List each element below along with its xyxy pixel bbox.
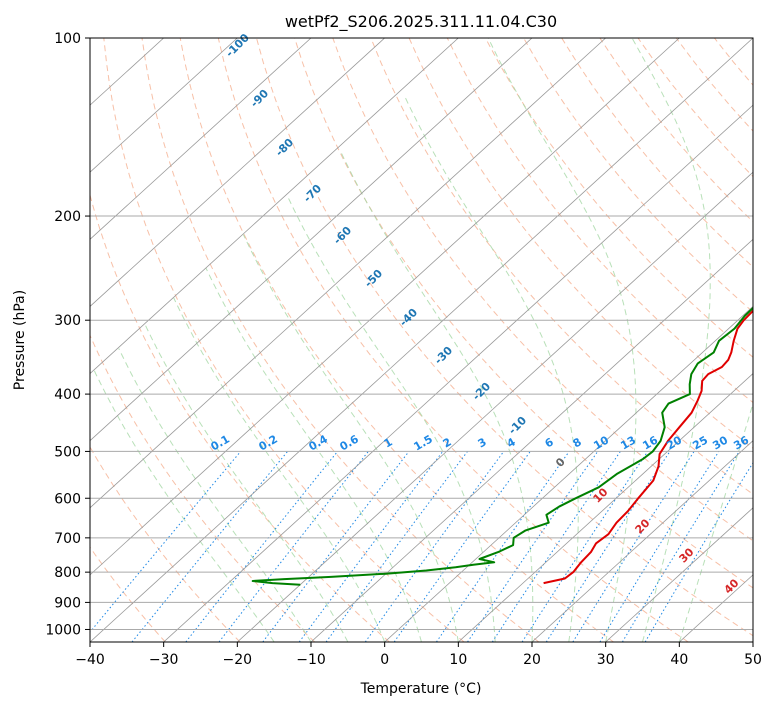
x-tick-label: 30	[597, 652, 615, 668]
isotherm	[90, 38, 312, 240]
moist-adiabat	[339, 150, 534, 642]
dry-adiabat	[294, 38, 753, 589]
dry-adiabat	[256, 38, 753, 637]
y-tick-label: 500	[54, 444, 81, 460]
isotherm	[90, 38, 238, 173]
y-tick-label: 900	[54, 595, 81, 611]
dry-adiabat	[446, 38, 753, 404]
x-axis-label: Temperature (°C)	[360, 681, 482, 697]
isotherm	[90, 38, 753, 642]
y-tick-label: 200	[54, 209, 81, 225]
moist-adiabat	[144, 324, 349, 642]
isotherm	[310, 238, 753, 642]
moist-adiabat	[205, 267, 422, 642]
mixing-ratio-line	[325, 451, 468, 642]
mixing-ratio-line	[90, 451, 242, 633]
dry-adiabat	[179, 38, 614, 642]
y-tick-label: 1000	[45, 622, 81, 638]
isotherm	[90, 38, 606, 509]
isotherm	[90, 38, 459, 375]
mixing-ratio-line	[621, 451, 740, 642]
x-tick-label: 40	[670, 652, 688, 668]
background-lines	[90, 38, 753, 642]
isotherm	[163, 104, 753, 642]
x-axis: −40 −30 −20 −10 0 10 20 30 40 50	[75, 642, 762, 668]
grid-lines	[90, 38, 753, 642]
x-tick-label: −20	[223, 652, 253, 668]
isotherm	[458, 373, 753, 642]
isotherm	[237, 171, 753, 642]
mixing-ratio-line	[262, 451, 410, 642]
dry-adiabat	[141, 38, 540, 642]
mixing-ratio-line	[185, 451, 338, 642]
mixing-ratio-line	[298, 451, 444, 642]
x-tick-label: 10	[449, 652, 467, 668]
mixing-ratio-line	[545, 451, 671, 642]
mixing-ratio-line	[491, 451, 621, 642]
dry-adiabat	[408, 38, 753, 449]
temperature-profile	[543, 309, 753, 585]
moist-adiabat	[118, 348, 312, 642]
y-axis: 100 200 300 400 500 600 700 800 900 1000	[45, 31, 90, 638]
x-tick-label: 0	[380, 652, 389, 668]
x-tick-label: 20	[523, 652, 541, 668]
y-tick-label: 600	[54, 491, 81, 507]
moist-adiabat	[487, 38, 637, 642]
x-tick-label: −30	[149, 652, 179, 668]
x-tick-label: −40	[75, 652, 105, 668]
y-tick-label: 800	[54, 565, 81, 581]
dry-adiabat	[484, 38, 753, 358]
y-axis-label: Pressure (hPa)	[12, 290, 28, 390]
isotherm	[605, 507, 753, 642]
dry-adiabat	[103, 38, 465, 642]
moist-adiabat	[403, 95, 579, 642]
dry-adiabat	[217, 38, 689, 642]
mixing-ratio-line	[435, 451, 570, 642]
dry-adiabat	[332, 38, 753, 542]
chart-title: wetPf2_S206.2025.311.11.04.C30	[285, 12, 557, 32]
isotherm	[90, 38, 680, 576]
moist-adiabat	[173, 297, 386, 642]
isotherm	[384, 305, 753, 642]
x-tick-label: −10	[296, 652, 326, 668]
y-tick-label: 400	[54, 387, 81, 403]
isotherm	[90, 38, 533, 442]
plot-frame	[89, 37, 754, 643]
dry-adiabat	[370, 38, 753, 495]
moist-adiabat	[678, 401, 753, 642]
isotherm	[90, 38, 385, 307]
mixing-ratio-line	[521, 451, 649, 642]
y-tick-label: 100	[54, 31, 81, 47]
dry-adiabat	[523, 38, 753, 313]
mixing-ratio-line	[131, 451, 288, 642]
y-tick-label: 300	[54, 313, 81, 329]
mixing-ratio-line	[599, 451, 720, 642]
moist-adiabat	[93, 370, 275, 642]
mixing-ratio-line	[467, 451, 599, 642]
data-series	[251, 306, 753, 586]
dry-adiabat	[90, 193, 390, 642]
mixing-ratio-line	[364, 451, 505, 642]
isotherm	[531, 440, 753, 642]
mixing-ratio-line	[572, 451, 695, 642]
dry-adiabat	[90, 546, 166, 642]
x-tick-label: 50	[744, 652, 762, 668]
dewpoint-profile	[251, 306, 753, 586]
y-tick-label: 700	[54, 531, 81, 547]
moist-adiabat	[631, 38, 711, 642]
